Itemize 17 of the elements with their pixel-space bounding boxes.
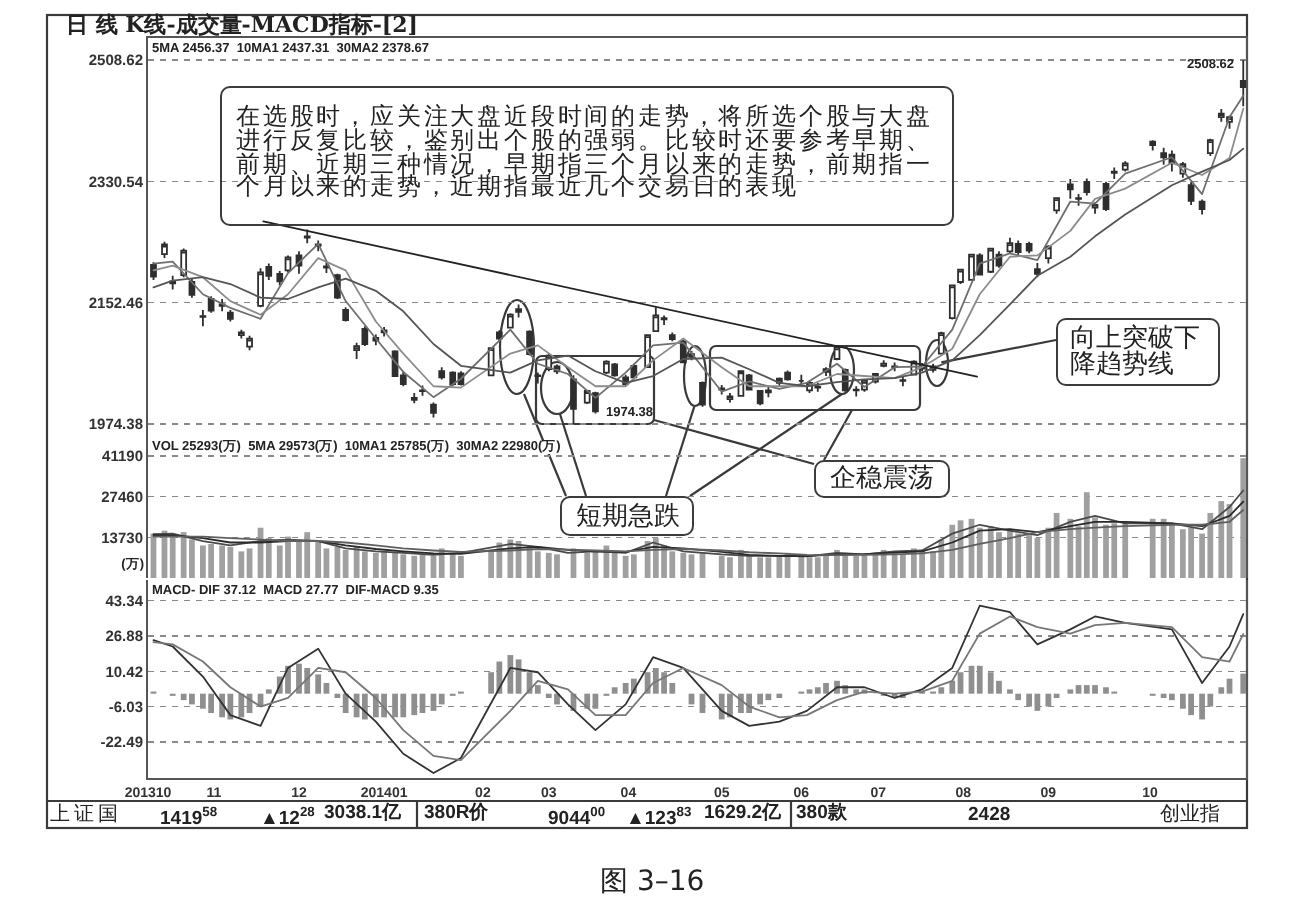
text: 上证国 <box>50 804 122 827</box>
caption: 图 3–16 <box>600 866 705 899</box>
annotation: 在选股时，应关注大盘近段时间的走势，将所选个股与大盘进行反复比较，鉴别出个股的强弱。比较时还要参考早期、前期、近期三种情况，早期指三个月以来的走势，前期指一个月以来的走势，近期指最近几个交易日的表现 <box>220 86 954 226</box>
text: 3038.1亿 <box>324 802 403 826</box>
text: 1629.2亿 <box>704 802 783 826</box>
text: ▲123$^{83}$ <box>626 805 692 832</box>
annotation: 向上突破下降趋势线 <box>1056 318 1220 386</box>
text: 9044$^{00}$ <box>548 805 606 832</box>
text: ▲12$^{28}$ <box>260 805 315 832</box>
text: 380款 <box>796 802 848 826</box>
chart-title: 日 线 K线-成交量-MACD指标-[2] <box>66 11 418 38</box>
text: 380R价 <box>424 802 490 826</box>
annotation: 企稳震荡 <box>814 460 950 498</box>
annotation: 短期急跌 <box>560 496 694 536</box>
text: 2428 <box>968 803 1011 827</box>
text: 创业指 <box>1160 804 1220 827</box>
text: 1419$^{58}$ <box>160 805 218 832</box>
